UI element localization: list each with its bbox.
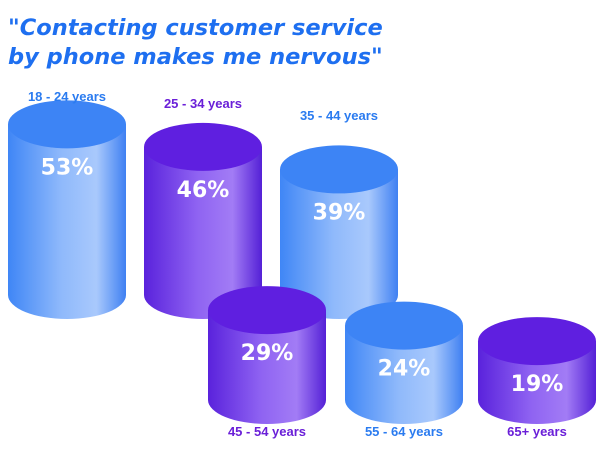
bar-cap-4 <box>208 286 326 335</box>
value-label-5: 24% <box>378 357 431 382</box>
category-label-5: 55 - 64 years <box>365 424 443 439</box>
bar-body-5 <box>345 325 463 424</box>
bar-1: 53% 18 - 24 years <box>8 89 126 319</box>
bar-cap-5 <box>345 301 463 350</box>
bar-2: 46% 25 - 34 years <box>144 96 262 319</box>
value-label-1: 53% <box>41 155 94 180</box>
value-label-3: 39% <box>313 200 366 225</box>
category-label-2: 25 - 34 years <box>164 96 242 111</box>
value-label-6: 19% <box>511 372 564 397</box>
bar-body-2 <box>144 146 262 319</box>
category-label-6: 65+ years <box>507 424 567 439</box>
bar-5: 24% 55 - 64 years <box>345 301 463 439</box>
bar-cap-3 <box>280 145 398 194</box>
bar-body-4 <box>208 310 326 424</box>
bar-4: 29% 45 - 54 years <box>208 286 326 439</box>
category-label-1: 18 - 24 years <box>28 89 106 104</box>
bar-3: 39% 35 - 44 years <box>280 108 398 319</box>
category-label-4: 45 - 54 years <box>228 424 306 439</box>
bar-cap-2 <box>144 122 262 171</box>
category-label-3: 35 - 44 years <box>300 108 378 123</box>
value-label-4: 29% <box>241 341 294 366</box>
chart-title-line-1: "Contacting customer service <box>8 15 383 41</box>
cylinder-bars: 53% 18 - 24 years 46% 25 - 34 years 39% 35 - … <box>8 89 596 439</box>
value-label-2: 46% <box>177 178 230 203</box>
bar-cap-6 <box>478 317 596 366</box>
bar-6: 19% 65+ years <box>478 317 596 439</box>
bar-body-1 <box>8 124 126 319</box>
bar-body-3 <box>280 169 398 319</box>
chart-title-line-2: by phone makes me nervous" <box>8 44 383 70</box>
bar-cap-1 <box>8 100 126 149</box>
